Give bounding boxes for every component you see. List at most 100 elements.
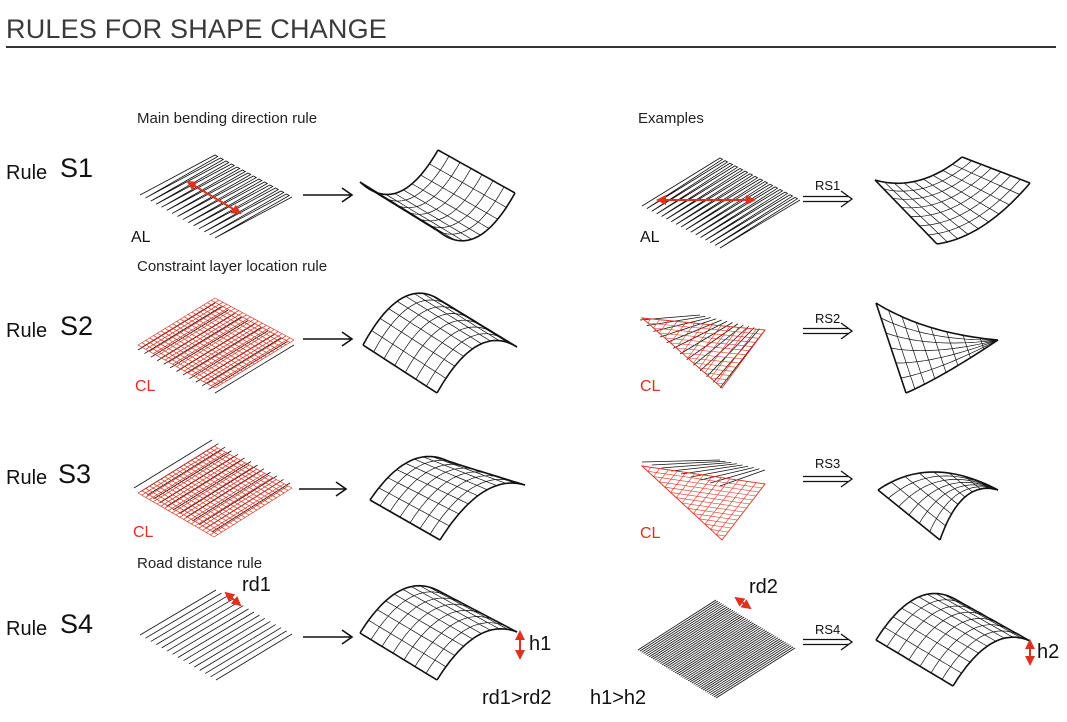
- surface-s2-gridline: [362, 344, 438, 394]
- constraint-layer-s2-line: [203, 304, 283, 348]
- road-layer-example-s4-strip: [661, 614, 741, 666]
- surface-example-s4-gridline: [935, 593, 1014, 638]
- surface-s2-gridline: [405, 296, 482, 344]
- rule-s1-word: Rule: [6, 162, 48, 184]
- base-layer-example-s3-strip: [690, 465, 749, 478]
- surface-s4-gridline: [392, 603, 472, 654]
- road-layer-example-s4-strip: [674, 622, 754, 674]
- surface-example-s3-gridline: [888, 475, 999, 499]
- constraint-layer-s2-line: [191, 311, 271, 355]
- road-layer-example-s4-strip: [637, 599, 717, 651]
- surface-s3-gridline: [387, 477, 460, 515]
- surface-example-s1-gridline: [884, 181, 948, 243]
- road-layer-s4-strip: [194, 621, 271, 668]
- constraint-layer-example-s3-hatch: [676, 473, 695, 498]
- base-layer-s2-strip: [144, 306, 222, 354]
- constraint-layer-example-s3-hatch: [693, 513, 738, 521]
- constraint-layer-s3-line: [198, 479, 277, 529]
- surface-s3-gridline: [409, 471, 494, 524]
- base-layer-example-s3-strip: [671, 463, 737, 472]
- surface-s4-gridline: [425, 622, 506, 674]
- transform-arrow-s4-head: [341, 629, 354, 645]
- constraint-layer-example-s2: [640, 317, 766, 389]
- constraint-layer-s2-line: [203, 333, 283, 382]
- surface-s3-gridline: [378, 487, 450, 527]
- constraint-layer-example-s2-hatch: [698, 326, 731, 369]
- constraint-layer-example-s3-hatch: [693, 477, 722, 514]
- road-layer-example-s4-strip: [699, 637, 779, 689]
- constraint-layer-example-s3-hatch: [659, 481, 756, 497]
- rs-arrow-1: [803, 190, 854, 208]
- surface-s4-gridline: [414, 616, 495, 667]
- road-layer-example-s4-strip: [710, 644, 790, 695]
- surface-s1-gridline: [429, 163, 507, 208]
- constraint-layer-example-s3-hatch: [710, 481, 748, 530]
- surface-example-s1-gridline: [892, 164, 982, 200]
- constraint-layer-s2-line: [195, 329, 275, 378]
- example-layer-label-s3: CL: [640, 525, 661, 542]
- constraint-layer-s3-line: [210, 448, 289, 491]
- base-layer-s2-strip: [169, 320, 249, 369]
- surface-example-s3-gridline: [908, 481, 999, 516]
- surface-s4-gridline: [370, 591, 449, 640]
- base-layer-example-s3-strip: [680, 464, 743, 475]
- road-layer-example-s4-strip: [676, 623, 756, 675]
- surface-example-s4-gridline: [875, 639, 954, 687]
- surface-s3-gridline: [414, 458, 488, 491]
- surface-example-s1-gridline: [874, 156, 963, 185]
- rd1-arrow: [224, 591, 242, 607]
- surface-example-s4-gridline: [918, 596, 996, 642]
- road-layer-example-s4-strip: [713, 646, 794, 698]
- base-layer-example-s3-strip: [700, 467, 754, 481]
- road-layer-example-s4-strip: [652, 608, 732, 660]
- constraint-layer-s3-line: [202, 452, 281, 496]
- constraint-layer-s2-line: [187, 314, 267, 358]
- surface-s2-gridline: [371, 330, 447, 379]
- surface-s3-gridline: [419, 475, 504, 529]
- surface-s4-gridline: [428, 586, 509, 630]
- surface-s3-gridline: [369, 455, 451, 501]
- road-layer-example-s4-strip: [708, 643, 788, 694]
- surface-s4-gridline: [436, 627, 518, 681]
- road-layer-s4: [139, 589, 293, 681]
- base-layer-s3-strip: [133, 439, 213, 489]
- base-layer-example-s2-strip: [686, 323, 739, 360]
- surface-s4-gridline: [359, 584, 438, 634]
- rs-arrow-4: [803, 633, 854, 651]
- constraint-layer-s3-line: [179, 468, 258, 518]
- constraint-layer-s3-line: [187, 462, 265, 506]
- constraint-layer-s2-line: [199, 307, 279, 350]
- h2-label: h2: [1037, 641, 1060, 663]
- surface-example-s3-gridline: [898, 479, 999, 507]
- surface-s4-gridline: [381, 597, 461, 647]
- compare-h-label: h1>h2: [590, 687, 647, 709]
- surface-s2-gridline: [414, 293, 491, 342]
- constraint-layer-s2-line: [180, 318, 259, 362]
- constraint-layer-s3-line: [213, 445, 293, 489]
- road-layer-example-s4-strip: [669, 619, 749, 670]
- surface-example-s3-gridline: [919, 484, 999, 524]
- constraint-layer-example-s3-hatch: [704, 479, 739, 525]
- base-layer-s2-strip: [150, 309, 229, 358]
- road-layer-example-s4-strip: [647, 605, 726, 657]
- surface-example-s2-gridline: [896, 339, 999, 364]
- constraint-layer-s3-line: [183, 470, 261, 520]
- road-layer-s4-strip: [215, 633, 293, 681]
- transform-arrow-s2-head: [341, 331, 354, 347]
- surface-s1-gridline: [437, 149, 516, 194]
- constraint-layer-example-s2-hatch: [716, 328, 757, 384]
- surface-example-s1-gridline: [903, 182, 969, 235]
- road-layer-s4-strip: [177, 611, 255, 658]
- constraint-layer-s3-line: [191, 459, 269, 504]
- compare-rd-label: rd1>rd2: [482, 687, 552, 709]
- base-layer-s3-strip: [192, 471, 271, 522]
- base-layer-s2-strip: [163, 316, 242, 365]
- surface-example-s1-gridline: [901, 167, 992, 209]
- constraint-layer-example-s2-hatch: [653, 319, 660, 329]
- road-layer-example-s4-strip: [695, 635, 775, 686]
- road-layer-example-s4-strip: [680, 625, 760, 677]
- road-layer-example-s4-strip: [691, 632, 771, 684]
- surface-example-s1-gridline: [942, 170, 1010, 206]
- al-layer-s1-zigzag: [139, 154, 293, 239]
- surface-s4-gridline: [385, 600, 464, 647]
